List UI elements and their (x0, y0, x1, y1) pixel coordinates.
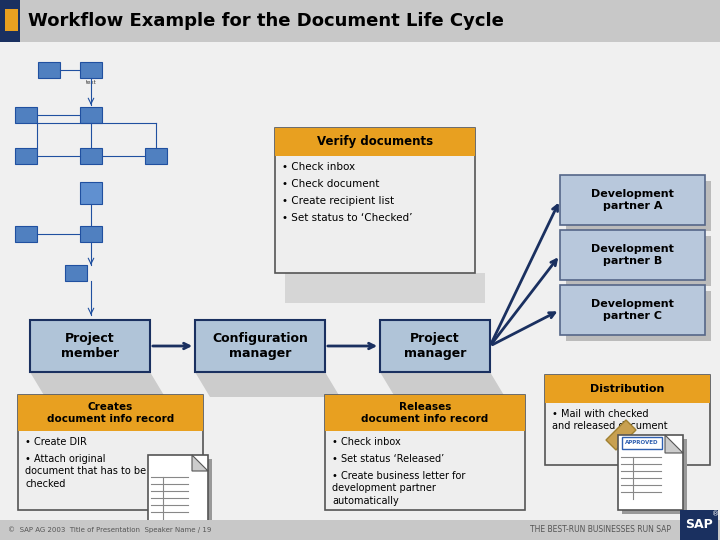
Text: SAP: SAP (685, 518, 713, 531)
FancyBboxPatch shape (566, 236, 711, 286)
Text: • Create recipient list: • Create recipient list (282, 196, 394, 206)
Text: Configuration
manager: Configuration manager (212, 332, 308, 360)
Polygon shape (195, 372, 340, 397)
FancyBboxPatch shape (15, 107, 37, 123)
FancyBboxPatch shape (622, 439, 687, 514)
FancyBboxPatch shape (80, 62, 102, 78)
Text: THE BEST-RUN BUSINESSES RUN SAP: THE BEST-RUN BUSINESSES RUN SAP (530, 525, 671, 535)
Text: ©  SAP AG 2003  Title of Presentation  Speaker Name / 19: © SAP AG 2003 Title of Presentation Spea… (8, 526, 212, 534)
FancyBboxPatch shape (80, 226, 102, 242)
FancyBboxPatch shape (275, 128, 475, 273)
FancyBboxPatch shape (30, 320, 150, 372)
FancyBboxPatch shape (65, 265, 87, 281)
Polygon shape (665, 435, 683, 453)
FancyBboxPatch shape (80, 182, 102, 204)
FancyBboxPatch shape (545, 375, 710, 403)
FancyBboxPatch shape (380, 320, 490, 372)
Polygon shape (285, 273, 485, 303)
Text: APPROVED: APPROVED (625, 441, 659, 446)
FancyBboxPatch shape (275, 128, 475, 156)
FancyBboxPatch shape (15, 226, 37, 242)
FancyBboxPatch shape (5, 9, 18, 31)
Text: Creates
document info record: Creates document info record (47, 402, 174, 424)
Text: Project
manager: Project manager (404, 332, 466, 360)
FancyBboxPatch shape (618, 435, 683, 510)
FancyBboxPatch shape (0, 520, 720, 540)
FancyBboxPatch shape (566, 181, 711, 231)
Text: Development
partner A: Development partner A (591, 189, 674, 211)
Text: Releases
document info record: Releases document info record (361, 402, 489, 424)
FancyBboxPatch shape (80, 148, 102, 164)
FancyBboxPatch shape (545, 375, 710, 465)
FancyBboxPatch shape (38, 62, 60, 78)
FancyBboxPatch shape (325, 395, 525, 431)
Text: Development
partner B: Development partner B (591, 244, 674, 266)
Text: • Check inbox: • Check inbox (332, 437, 401, 447)
FancyBboxPatch shape (566, 291, 711, 341)
Text: • Create DIR: • Create DIR (25, 437, 87, 447)
Text: Development
partner C: Development partner C (591, 299, 674, 321)
Text: • Check inbox: • Check inbox (282, 162, 355, 172)
FancyBboxPatch shape (195, 320, 325, 372)
Text: • Attach original
document that has to be
checked: • Attach original document that has to b… (25, 454, 146, 489)
FancyBboxPatch shape (80, 107, 102, 123)
FancyBboxPatch shape (0, 42, 720, 520)
Text: • Create business letter for
development partner
automatically: • Create business letter for development… (332, 471, 465, 506)
Text: • Set status to ‘Checked’: • Set status to ‘Checked’ (282, 213, 413, 223)
Text: text: text (86, 80, 96, 85)
Polygon shape (380, 372, 505, 397)
FancyBboxPatch shape (560, 230, 705, 280)
FancyBboxPatch shape (0, 0, 20, 42)
Polygon shape (30, 372, 165, 397)
Text: Verify documents: Verify documents (317, 136, 433, 148)
FancyBboxPatch shape (325, 395, 525, 510)
Text: Distribution: Distribution (590, 384, 665, 394)
Text: ®: ® (712, 511, 719, 517)
FancyBboxPatch shape (148, 455, 208, 525)
Text: Project
member: Project member (61, 332, 119, 360)
FancyBboxPatch shape (15, 148, 37, 164)
Text: • Mail with checked
and released document: • Mail with checked and released documen… (552, 409, 667, 431)
FancyBboxPatch shape (18, 395, 203, 431)
FancyBboxPatch shape (18, 395, 203, 510)
FancyBboxPatch shape (560, 285, 705, 335)
Text: Workflow Example for the Document Life Cycle: Workflow Example for the Document Life C… (28, 12, 504, 30)
FancyBboxPatch shape (560, 175, 705, 225)
FancyBboxPatch shape (145, 148, 167, 164)
FancyBboxPatch shape (680, 510, 718, 540)
Polygon shape (606, 420, 636, 450)
Polygon shape (192, 455, 208, 471)
FancyBboxPatch shape (152, 459, 212, 529)
FancyBboxPatch shape (0, 0, 720, 42)
Text: • Check document: • Check document (282, 179, 379, 189)
Text: • Set status ‘Released’: • Set status ‘Released’ (332, 454, 444, 464)
